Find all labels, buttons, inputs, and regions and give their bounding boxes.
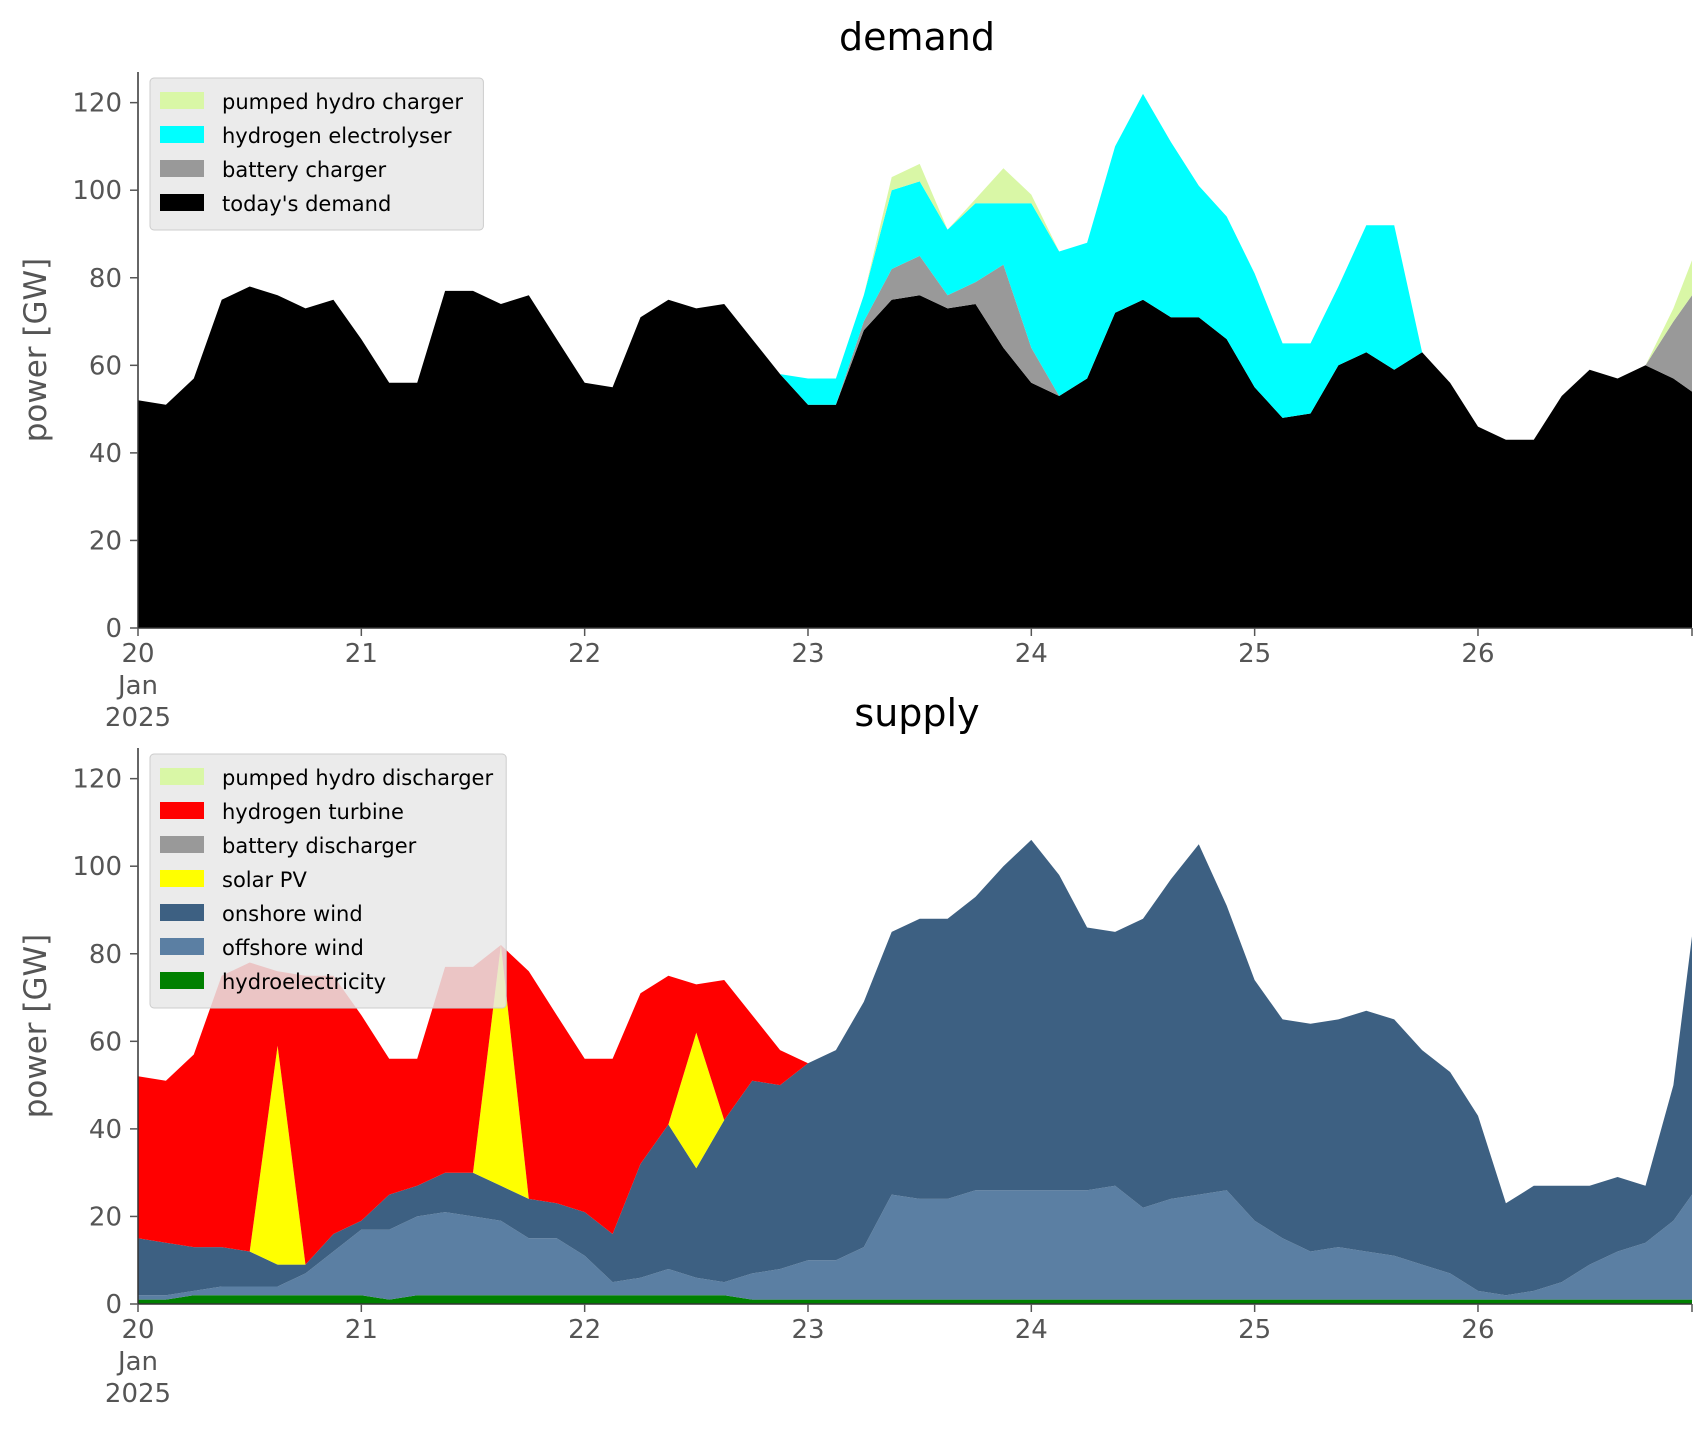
supply-x-tick-label: 24 xyxy=(1015,1315,1048,1345)
demand-area-today-s-demand xyxy=(138,286,1692,628)
supply-legend-label-offshore-wind: offshore wind xyxy=(222,936,364,960)
demand-area-battery-charger xyxy=(138,255,1692,440)
supply-x-tick-label: 25 xyxy=(1238,1315,1271,1345)
supply-legend-swatch-pumped-hydro-discharger xyxy=(160,768,204,785)
supply-title: supply xyxy=(854,691,979,735)
demand-y-tick-label: 120 xyxy=(72,89,122,119)
supply-y-tick-label: 60 xyxy=(89,1027,122,1057)
demand-y-tick-label: 40 xyxy=(89,439,122,469)
demand-x-tick-label: 2025 xyxy=(105,703,171,733)
supply-area-offshore-wind xyxy=(138,1185,1692,1300)
supply-y-tick-label: 120 xyxy=(72,765,122,795)
supply-legend-box xyxy=(149,753,507,1009)
supply-y-axis-label: power [GW] xyxy=(18,934,54,1119)
supply-legend-label-solar-pv: solar PV xyxy=(222,868,307,892)
demand-legend-swatch-battery-charger xyxy=(160,160,204,177)
demand-legend-label-today-s-demand: today's demand xyxy=(222,192,391,216)
demand-x-tick-label: 23 xyxy=(791,639,824,669)
supply-x-tick-label: 23 xyxy=(791,1315,824,1345)
supply-y-tick-label: 40 xyxy=(89,1115,122,1145)
supply-area-onshore-wind xyxy=(138,839,1692,1296)
supply-legend: pumped hydro discharger hydrogen turbine b… xyxy=(149,753,507,1009)
demand-x-tick-label: 25 xyxy=(1238,639,1271,669)
demand-x-tick-label: 26 xyxy=(1461,639,1494,669)
supply-y-tick-label: 0 xyxy=(105,1290,122,1320)
demand-area-hydrogen-electrolyser xyxy=(138,93,1692,440)
supply-x-tick-label: 26 xyxy=(1461,1315,1494,1345)
supply-legend-label-hydroelectricity: hydroelectricity xyxy=(222,970,386,994)
supply-legend-label-battery-discharger: battery discharger xyxy=(222,834,417,858)
demand-y-tick-label: 0 xyxy=(105,614,122,644)
supply-legend-label-onshore-wind: onshore wind xyxy=(222,902,363,926)
demand-y-axis-label: power [GW] xyxy=(18,258,54,443)
supply-area-hydrogen-turbine xyxy=(138,839,1692,1265)
supply-y-tick-label: 100 xyxy=(72,852,122,882)
supply-legend-swatch-hydroelectricity xyxy=(160,972,204,989)
supply-legend-label-hydrogen-turbine: hydrogen turbine xyxy=(222,800,404,824)
demand-title: demand xyxy=(839,15,995,59)
supply-y-tick-label: 20 xyxy=(89,1202,122,1232)
demand-x-tick-label: 22 xyxy=(568,639,601,669)
demand-legend-label-battery-charger: battery charger xyxy=(222,158,387,182)
demand-legend-swatch-hydrogen-electrolyser xyxy=(160,126,204,143)
supply-legend-swatch-solar-pv xyxy=(160,870,204,887)
demand-legend: pumped hydro charger hydrogen electrolyse… xyxy=(149,77,484,231)
demand-x-tick-label: 20 xyxy=(121,639,154,669)
demand-legend-label-pumped-hydro-charger: pumped hydro charger xyxy=(222,90,463,114)
supply-x-tick-label: 2025 xyxy=(105,1379,171,1409)
demand-y-tick-label: 80 xyxy=(89,264,122,294)
supply-legend-swatch-onshore-wind xyxy=(160,904,204,921)
supply-x-tick-label: 22 xyxy=(568,1315,601,1345)
demand-legend-swatch-pumped-hydro-charger xyxy=(160,92,204,109)
supply-legend-swatch-battery-discharger xyxy=(160,836,204,853)
supply-x-tick-label: Jan xyxy=(116,1347,158,1377)
supply-x-tick-label: 21 xyxy=(345,1315,378,1345)
demand-legend-label-hydrogen-electrolyser: hydrogen electrolyser xyxy=(222,124,452,148)
supply-y-tick-label: 80 xyxy=(89,940,122,970)
supply-legend-swatch-offshore-wind xyxy=(160,938,204,955)
demand-y-tick-label: 60 xyxy=(89,351,122,381)
demand-y-tick-label: 100 xyxy=(72,176,122,206)
demand-y-tick-label: 20 xyxy=(89,526,122,556)
supply-legend-label-pumped-hydro-discharger: pumped hydro discharger xyxy=(222,766,493,790)
demand-x-tick-label: Jan xyxy=(116,671,158,701)
supply-x-tick-label: 20 xyxy=(121,1315,154,1345)
demand-x-tick-label: 24 xyxy=(1015,639,1048,669)
demand-legend-swatch-today-s-demand xyxy=(160,194,204,211)
demand-legend-box xyxy=(149,77,484,231)
demand-x-tick-label: 21 xyxy=(345,639,378,669)
supply-legend-swatch-hydrogen-turbine xyxy=(160,802,204,819)
supply-area-solar-pv xyxy=(138,839,1692,1265)
